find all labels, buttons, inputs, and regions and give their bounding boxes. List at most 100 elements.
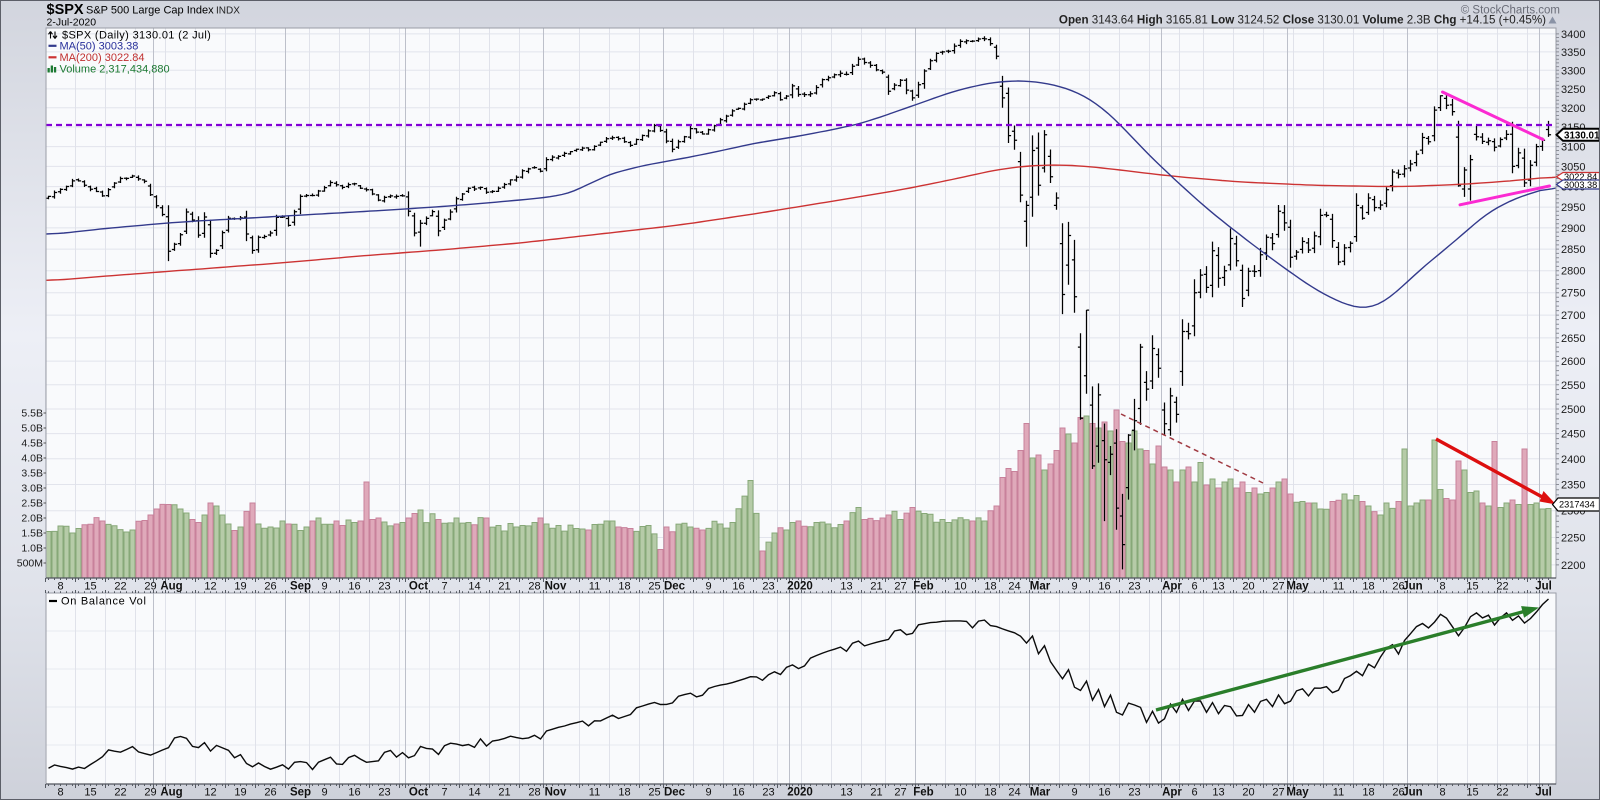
svg-text:9: 9 (1071, 581, 1077, 593)
svg-text:Sep: Sep (290, 581, 311, 593)
svg-text:8: 8 (57, 581, 63, 593)
svg-text:2450: 2450 (1561, 429, 1585, 441)
svg-text:Aug: Aug (160, 581, 182, 593)
svg-text:11: 11 (1333, 787, 1344, 799)
svg-text:500M: 500M (17, 558, 43, 570)
svg-text:6: 6 (1191, 787, 1197, 799)
svg-text:Oct: Oct (409, 581, 428, 593)
svg-text:18: 18 (618, 787, 630, 799)
svg-text:15: 15 (1466, 787, 1478, 799)
svg-text:2020: 2020 (787, 581, 813, 593)
svg-text:2200: 2200 (1561, 560, 1585, 572)
svg-text:Feb: Feb (913, 581, 933, 593)
svg-text:Volume 2,317,434,880: Volume 2,317,434,880 (60, 64, 170, 76)
svg-text:3100: 3100 (1561, 142, 1585, 154)
svg-text:2950: 2950 (1561, 202, 1585, 214)
svg-text:21: 21 (498, 787, 510, 799)
svg-text:$SPX: $SPX (47, 2, 84, 18)
svg-text:3.5B: 3.5B (21, 468, 43, 480)
svg-text:2600: 2600 (1561, 356, 1585, 368)
svg-text:Aug: Aug (160, 787, 182, 799)
svg-text:8: 8 (1439, 581, 1445, 593)
svg-text:23: 23 (1128, 581, 1140, 593)
svg-text:1.5B: 1.5B (21, 528, 43, 540)
svg-text:Jun: Jun (1402, 787, 1422, 799)
svg-text:18: 18 (984, 581, 996, 593)
svg-text:3050: 3050 (1561, 161, 1585, 173)
svg-text:16: 16 (348, 787, 360, 799)
svg-text:Apr: Apr (1162, 787, 1182, 799)
svg-text:27: 27 (1272, 787, 1284, 799)
svg-text:9: 9 (1071, 787, 1077, 799)
svg-text:11: 11 (589, 787, 600, 799)
svg-text:21: 21 (870, 581, 882, 593)
svg-text:12: 12 (204, 787, 216, 799)
svg-text:Dec: Dec (664, 581, 686, 593)
svg-text:4.0B: 4.0B (21, 453, 43, 465)
svg-text:Jul: Jul (1535, 581, 1552, 593)
svg-text:3003.38: 3003.38 (1564, 180, 1597, 190)
svg-text:21: 21 (498, 581, 510, 593)
svg-text:Sep: Sep (290, 787, 311, 799)
svg-text:INDX: INDX (216, 6, 240, 17)
svg-text:27: 27 (894, 787, 906, 799)
svg-text:12: 12 (204, 581, 216, 593)
svg-text:13: 13 (840, 787, 852, 799)
svg-text:Oct: Oct (409, 787, 428, 799)
svg-text:3022.84: 3022.84 (1564, 172, 1597, 182)
svg-text:6: 6 (1191, 581, 1197, 593)
svg-text:11: 11 (589, 581, 600, 593)
svg-text:23: 23 (378, 787, 390, 799)
svg-text:25: 25 (648, 581, 660, 593)
svg-text:10: 10 (954, 581, 966, 593)
svg-text:18: 18 (1362, 581, 1374, 593)
svg-text:3130.01: 3130.01 (1564, 130, 1600, 141)
svg-text:18: 18 (1362, 787, 1374, 799)
svg-text:29: 29 (144, 581, 156, 593)
svg-text:Dec: Dec (664, 787, 686, 799)
svg-text:5.5B: 5.5B (21, 408, 43, 420)
svg-text:2020: 2020 (787, 787, 813, 799)
svg-text:22: 22 (114, 787, 126, 799)
svg-text:$SPX (Daily) 3130.01 (2 Jul): $SPX (Daily) 3130.01 (2 Jul) (62, 30, 211, 42)
svg-text:26: 26 (264, 581, 276, 593)
svg-text:2250: 2250 (1561, 533, 1585, 545)
svg-text:4.5B: 4.5B (21, 438, 43, 450)
svg-text:11: 11 (1333, 581, 1344, 593)
svg-text:27: 27 (894, 581, 906, 593)
svg-text:7: 7 (441, 581, 447, 593)
svg-text:2500: 2500 (1561, 404, 1585, 416)
svg-text:15: 15 (84, 581, 96, 593)
svg-text:2700: 2700 (1561, 310, 1585, 322)
svg-text:Feb: Feb (913, 787, 933, 799)
svg-text:3.0B: 3.0B (21, 483, 43, 495)
svg-text:2350: 2350 (1561, 480, 1585, 492)
svg-text:3350: 3350 (1561, 47, 1585, 59)
svg-text:3250: 3250 (1561, 84, 1585, 96)
svg-text:MA(50) 3003.38: MA(50) 3003.38 (60, 41, 139, 53)
svg-text:23: 23 (762, 787, 774, 799)
svg-text:16: 16 (732, 787, 744, 799)
svg-text:22: 22 (1496, 787, 1508, 799)
svg-text:24: 24 (1008, 581, 1020, 593)
svg-text:19: 19 (234, 581, 246, 593)
svg-text:22: 22 (1496, 581, 1508, 593)
svg-text:May: May (1286, 581, 1309, 593)
svg-text:Jul: Jul (1535, 787, 1552, 799)
svg-text:28: 28 (528, 787, 540, 799)
svg-text:9: 9 (705, 581, 711, 593)
svg-text:28: 28 (528, 581, 540, 593)
svg-text:Nov: Nov (545, 581, 567, 593)
svg-text:16: 16 (348, 581, 360, 593)
svg-text:On Balance Vol: On Balance Vol (61, 596, 147, 608)
svg-text:19: 19 (234, 787, 246, 799)
svg-text:2650: 2650 (1561, 333, 1585, 345)
svg-text:3400: 3400 (1561, 29, 1585, 41)
svg-text:8: 8 (57, 787, 63, 799)
svg-text:25: 25 (648, 787, 660, 799)
svg-text:20: 20 (1242, 581, 1254, 593)
svg-text:9: 9 (321, 581, 327, 593)
svg-text:2.0B: 2.0B (21, 513, 43, 525)
svg-text:2750: 2750 (1561, 288, 1585, 300)
svg-text:23: 23 (378, 581, 390, 593)
